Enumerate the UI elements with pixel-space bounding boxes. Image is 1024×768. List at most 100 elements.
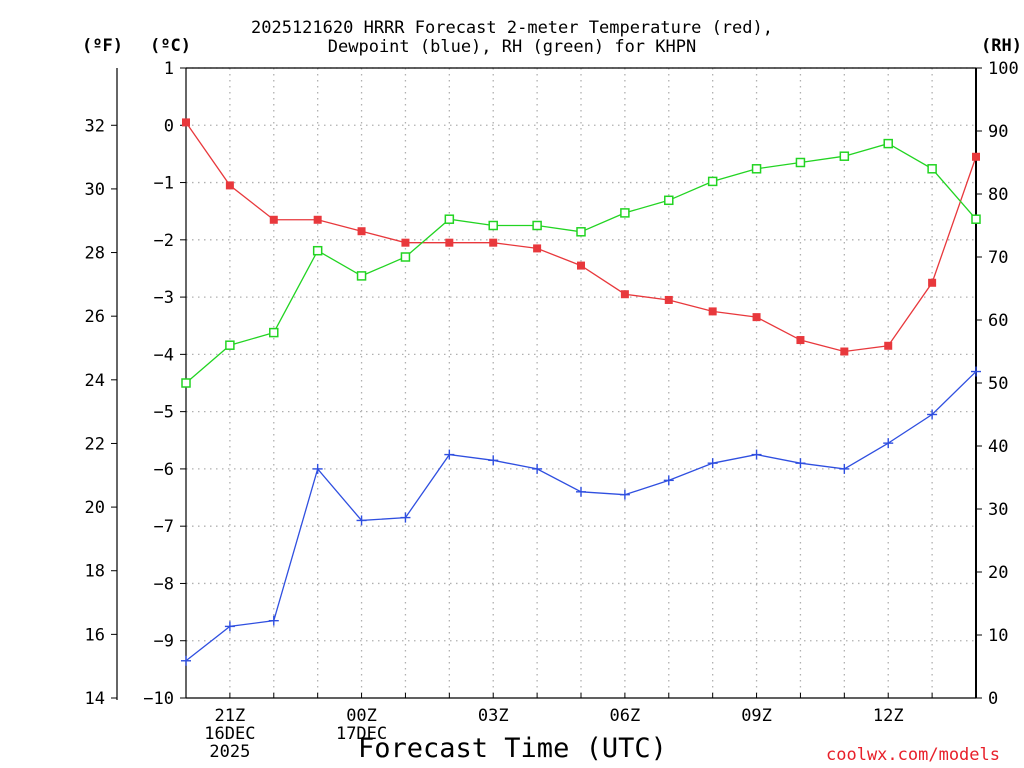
rh-tick-label: 80 [988,185,1008,205]
temperature-point [313,215,322,224]
fahrenheit-tick-label: 32 [85,116,105,136]
rh-tick-label: 90 [988,122,1008,142]
celsius-tick-label: 1 [164,59,174,79]
rh-point [488,220,498,231]
temperature-point [708,307,717,316]
temperature-point [928,278,937,287]
fahrenheit-tick-label: 14 [85,689,105,709]
celsius-unit-label: (ºC) [150,36,191,56]
dewpoint-point [839,463,850,474]
credit-link[interactable]: coolwx.com/models [826,745,1000,765]
dewpoint-point [576,486,586,497]
rh-point [532,220,542,231]
rh-point [269,327,279,338]
temperature-point [357,227,366,236]
dewpoint-point [224,621,235,632]
rh-tick-label: 20 [988,563,1008,583]
fahrenheit-tick-label: 26 [85,307,105,327]
rh-point [971,214,981,224]
rh-unit-label: (RH) [981,36,1022,56]
celsius-tick-label: −6 [154,460,174,480]
chart-title-line-2: Dewpoint (blue), RH (green) for KHPN [327,37,697,57]
celsius-tick-label: −10 [143,689,174,709]
dewpoint-point [181,655,191,666]
temperature-point [620,290,629,299]
fahrenheit-unit-label: (ºF) [82,36,123,56]
temperature-point [401,238,410,247]
x-tick-label: 17DEC [336,724,387,744]
celsius-tick-label: 0 [164,116,174,136]
dewpoint-point [971,366,981,377]
x-tick-label: 16DEC [204,724,255,744]
temperature-point [225,181,234,190]
dewpoint-point [663,475,674,486]
dewpoint-point [751,449,762,460]
rh-point [181,378,191,388]
rh-point [225,340,235,350]
temperature-point [840,347,849,356]
series-temperature [182,118,980,356]
celsius-tick-label: −1 [154,174,174,194]
x-tick-label: 2025 [209,742,250,762]
x-tick-label: 06Z [610,706,641,726]
dewpoint-point [532,463,543,474]
dewpoint-point [400,512,411,523]
dewpoint-line [185,371,977,662]
rh-point [356,271,367,281]
rh-tick-label: 40 [988,437,1008,457]
celsius-tick-label: −5 [154,403,174,423]
x-tick-label: 09Z [741,706,772,726]
rh-point [751,164,762,174]
dewpoint-point [312,463,323,474]
rh-point [839,151,850,161]
dewpoint-point [268,615,279,626]
rh-point [795,157,806,168]
rh-tick-label: 30 [988,500,1008,520]
temperature-point [182,118,190,127]
dewpoint-point [488,455,499,466]
fahrenheit-tick-label: 20 [85,498,105,518]
celsius-tick-label: −4 [154,345,174,365]
rh-tick-label: 0 [988,689,998,709]
temperature-point [752,313,761,322]
fahrenheit-tick-label: 28 [85,244,105,264]
series-rh [181,138,981,388]
rh-tick-label: 50 [988,374,1008,394]
rh-point [927,164,937,174]
x-axis-label: Forecast Time (UTC) [358,733,667,764]
x-tick-label: 03Z [478,706,509,726]
fahrenheit-tick-label: 22 [85,434,105,454]
rh-point [620,208,630,218]
rh-tick-label: 10 [988,626,1008,646]
dewpoint-point [795,458,806,469]
dewpoint-point [707,458,718,469]
dewpoint-point [444,449,455,460]
temperature-point [533,244,542,253]
fahrenheit-tick-label: 18 [85,562,105,582]
rh-tick-label: 60 [988,311,1008,331]
rh-point [664,195,674,206]
rh-tick-label: 70 [988,248,1008,268]
gridlines [186,67,976,698]
x-tick-label: 21Z [215,706,246,726]
series-dewpoint [181,366,981,666]
chart-title-line-1: 2025121620 HRRR Forecast 2-meter Tempera… [251,18,773,38]
rh-point [400,252,411,262]
dewpoint-point [356,515,367,526]
fahrenheit-tick-label: 30 [85,180,105,200]
celsius-tick-label: −9 [154,632,174,652]
celsius-tick-label: −8 [154,574,174,594]
rh-point [576,227,586,237]
celsius-tick-label: −3 [154,288,174,308]
dewpoint-point [927,409,938,420]
rh-point [707,176,718,187]
dewpoint-point [619,489,630,500]
temperature-point [269,215,278,224]
celsius-tick-label: −7 [154,517,174,537]
rh-tick-label: 100 [988,59,1019,79]
temperature-point [577,261,585,270]
x-tick-label: 00Z [346,706,377,726]
rh-point [883,138,893,149]
temperature-point [664,295,673,304]
